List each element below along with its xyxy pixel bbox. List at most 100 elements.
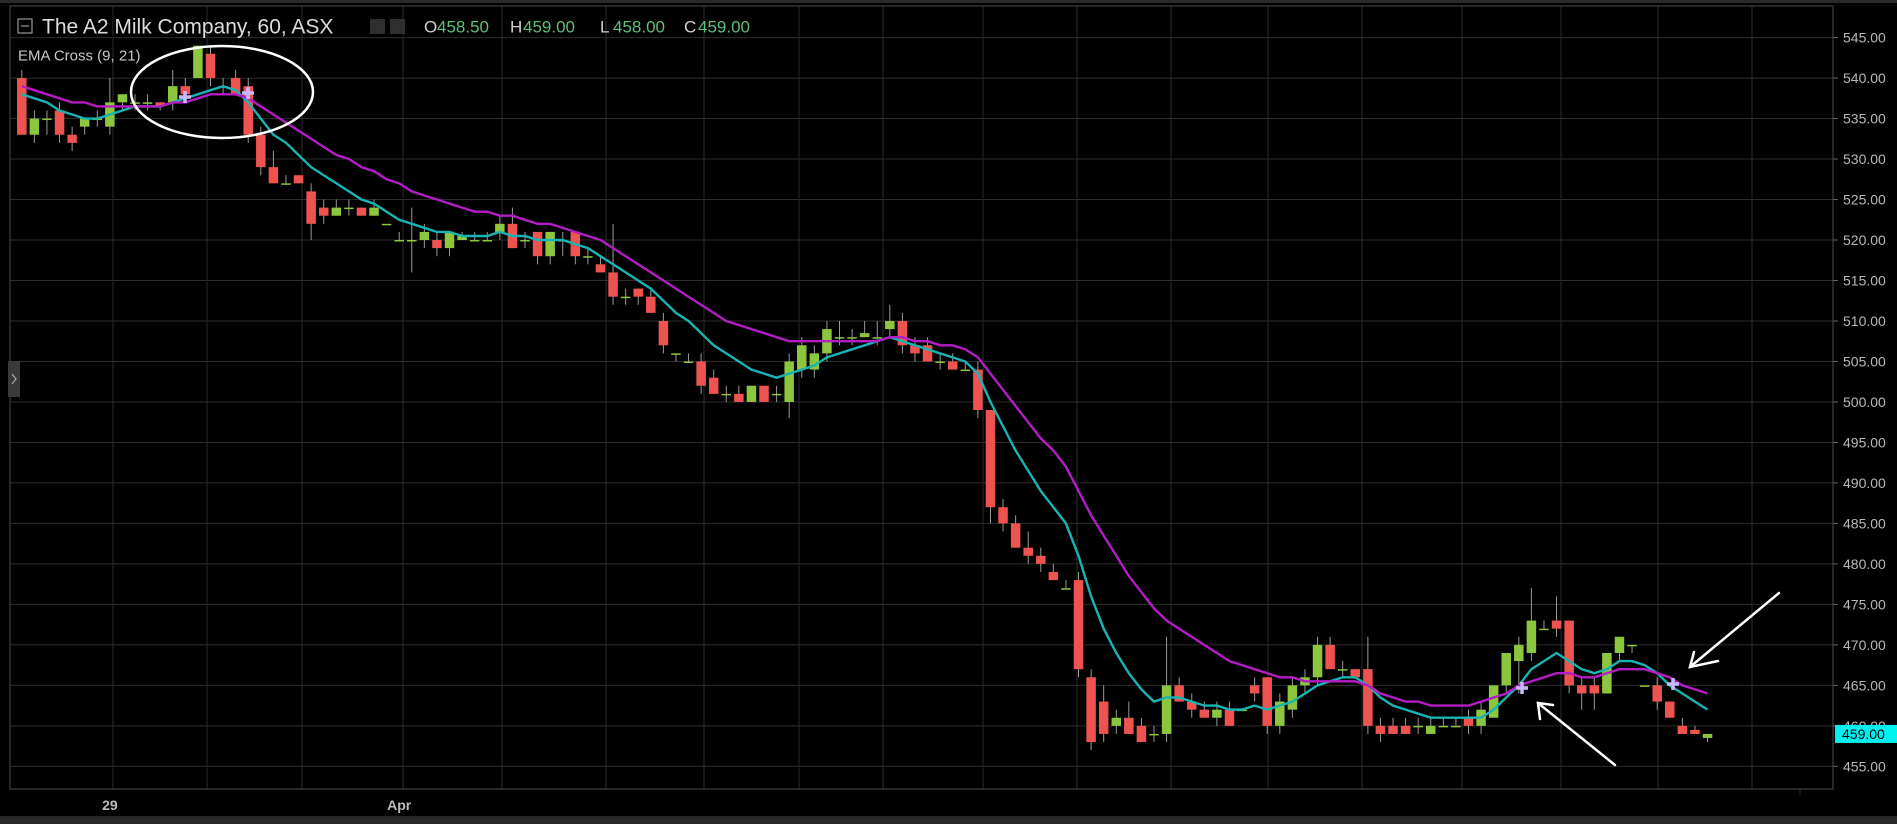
candle-body: [671, 353, 681, 355]
candle-body: [1501, 652, 1511, 686]
collapse-button[interactable]: [17, 18, 33, 34]
candle-body: [79, 118, 90, 127]
candle-body: [1690, 729, 1700, 734]
arrows: [1536, 591, 1781, 767]
candle-body: [1614, 636, 1625, 653]
candle-body: [595, 264, 606, 273]
x-tick-label: 29: [102, 797, 118, 813]
grid: [10, 37, 1833, 767]
candle-body: [1652, 685, 1662, 702]
candle-body: [633, 288, 643, 297]
y-tick-label: 510.00: [1843, 313, 1886, 329]
candle-body: [583, 256, 593, 258]
candle-body: [885, 320, 895, 330]
candle-body: [1224, 709, 1235, 726]
candle-body: [1086, 677, 1096, 743]
cross-marker: [1516, 682, 1528, 694]
candle-body: [897, 320, 908, 346]
side-toggle[interactable]: [8, 361, 20, 397]
candle-body: [1010, 523, 1021, 548]
y-tick-label: 520.00: [1843, 232, 1886, 248]
candle-body: [369, 207, 379, 216]
candle-body: [721, 393, 732, 396]
candle-body: [1249, 685, 1260, 694]
candle-body: [444, 231, 455, 249]
candle-body: [331, 207, 342, 216]
candle-body: [1048, 571, 1059, 581]
candle-body: [180, 86, 191, 95]
candle-body: [1363, 669, 1373, 726]
candle-body: [708, 377, 719, 394]
candle-body: [922, 345, 933, 362]
y-tick-label: 475.00: [1843, 596, 1886, 612]
candle-body: [1337, 669, 1348, 671]
candle-body: [797, 345, 807, 370]
more-icon[interactable]: [390, 19, 405, 34]
candle-body: [545, 231, 555, 257]
candle-body: [1526, 620, 1537, 653]
candle-body: [130, 102, 140, 104]
candle-body: [1677, 725, 1688, 734]
candle-body: [1665, 701, 1675, 718]
x-tick-label: Apr: [387, 797, 412, 813]
candle-body: [1702, 733, 1713, 738]
y-tick-label: 525.00: [1843, 192, 1886, 208]
side-toggle-icon[interactable]: [11, 373, 17, 385]
legend-key: C: [684, 18, 696, 37]
candle-body: [1325, 644, 1335, 670]
candle-body: [1639, 685, 1650, 687]
candle-body: [281, 183, 291, 185]
candle-body: [318, 207, 329, 216]
y-tick-label: 515.00: [1843, 272, 1886, 288]
candle-body: [998, 507, 1008, 524]
candle-body: [268, 167, 279, 184]
candle-body: [407, 240, 417, 242]
candle-body: [834, 337, 845, 339]
candle-body: [847, 337, 857, 339]
candle-body: [1124, 717, 1134, 734]
candle-body: [1350, 669, 1361, 678]
candle-body: [696, 361, 706, 386]
legend-key: O: [424, 18, 437, 37]
last-price-box: [1835, 724, 1897, 743]
candle-body: [155, 102, 165, 107]
cross-marker: [179, 91, 191, 103]
candle-body: [256, 134, 266, 168]
top-strip: [0, 0, 1897, 3]
arrow-head: [1688, 650, 1720, 669]
y-tick-label: 490.00: [1843, 475, 1886, 491]
candle-body: [243, 86, 253, 135]
candle-body: [1413, 725, 1423, 728]
legend-value: 458.00: [613, 18, 665, 37]
candle-body: [1551, 620, 1562, 629]
cross-markers: [179, 87, 1679, 694]
candle-body: [1463, 717, 1474, 726]
settings-icon[interactable]: [370, 19, 385, 34]
y-tick-label: 545.00: [1843, 30, 1886, 46]
candle-body: [1023, 547, 1033, 556]
candle-body: [859, 333, 870, 338]
y-tick-label: 485.00: [1843, 515, 1886, 531]
candle-body: [306, 191, 316, 224]
candle-body: [394, 240, 404, 242]
candle-body: [168, 86, 178, 103]
candle-body: [1451, 725, 1461, 728]
candle-body: [1262, 677, 1272, 726]
y-tick-label: 465.00: [1843, 677, 1886, 693]
candle-body: [784, 361, 794, 402]
candle-body: [1539, 628, 1549, 631]
candle-body: [142, 102, 153, 104]
candle-body: [620, 296, 631, 299]
candle-body: [1589, 685, 1600, 694]
candle-body: [1161, 685, 1172, 734]
candle-body: [469, 240, 480, 242]
y-axis: 455.00460.00465.00470.00475.00480.00485.…: [102, 30, 1897, 813]
candle-body: [771, 393, 782, 396]
candle-body: [293, 175, 304, 184]
indicator-label: EMA Cross (9, 21): [18, 48, 141, 65]
candle-body: [1149, 733, 1159, 736]
candle-body: [935, 361, 945, 363]
candle-body: [1186, 701, 1197, 710]
